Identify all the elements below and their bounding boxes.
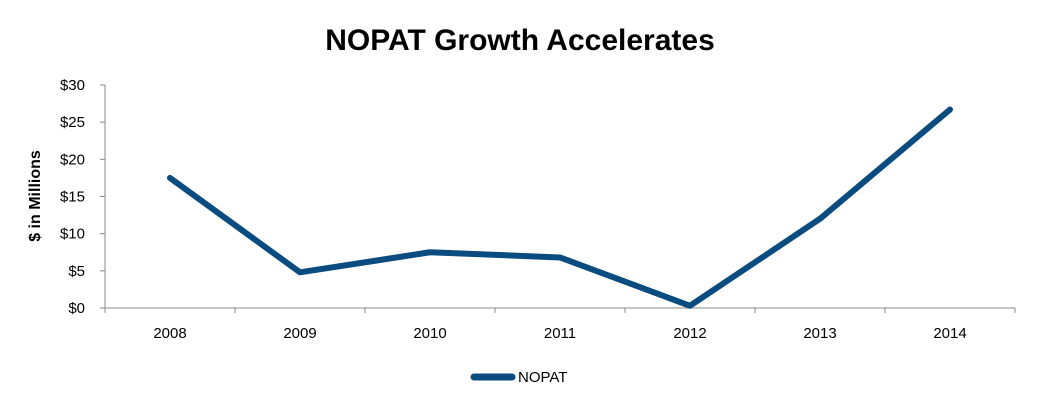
- legend: NOPAT: [470, 369, 567, 386]
- x-axis-ticks: 2008 2009 2010 2011 2012 2013 2014: [104, 308, 1016, 342]
- y-tick-label: $15: [60, 189, 85, 206]
- y-tick-label: $10: [60, 226, 85, 243]
- y-axis-ticks: $0 $5 $10 $15 $20 $25 $30: [60, 77, 105, 317]
- data-point: [299, 271, 301, 273]
- data-point: [429, 251, 431, 253]
- y-tick-label: $0: [68, 300, 85, 317]
- x-tick-label: 2010: [413, 325, 446, 342]
- data-point: [559, 256, 561, 258]
- data-point: [689, 305, 691, 307]
- data-point: [169, 177, 171, 179]
- axes: [104, 85, 1015, 309]
- legend-label-nopat: NOPAT: [518, 369, 567, 386]
- series-line-nopat: [167, 106, 953, 309]
- data-point: [949, 109, 951, 111]
- y-tick-label: $5: [68, 263, 85, 280]
- y-tick-label: $20: [60, 151, 85, 168]
- data-point: [819, 218, 821, 220]
- x-tick-label: 2008: [153, 325, 186, 342]
- y-axis-label: $ in Millions: [27, 150, 44, 242]
- y-tick-label: $30: [60, 77, 85, 94]
- y-tick-label: $25: [60, 114, 85, 131]
- x-tick-label: 2011: [544, 325, 576, 342]
- x-tick-label: 2014: [933, 325, 966, 342]
- chart-title: NOPAT Growth Accelerates: [325, 24, 715, 57]
- series-layer: [167, 106, 953, 309]
- x-tick-label: 2012: [673, 325, 706, 342]
- x-tick-label: 2013: [803, 325, 836, 342]
- x-tick-label: 2009: [283, 325, 316, 342]
